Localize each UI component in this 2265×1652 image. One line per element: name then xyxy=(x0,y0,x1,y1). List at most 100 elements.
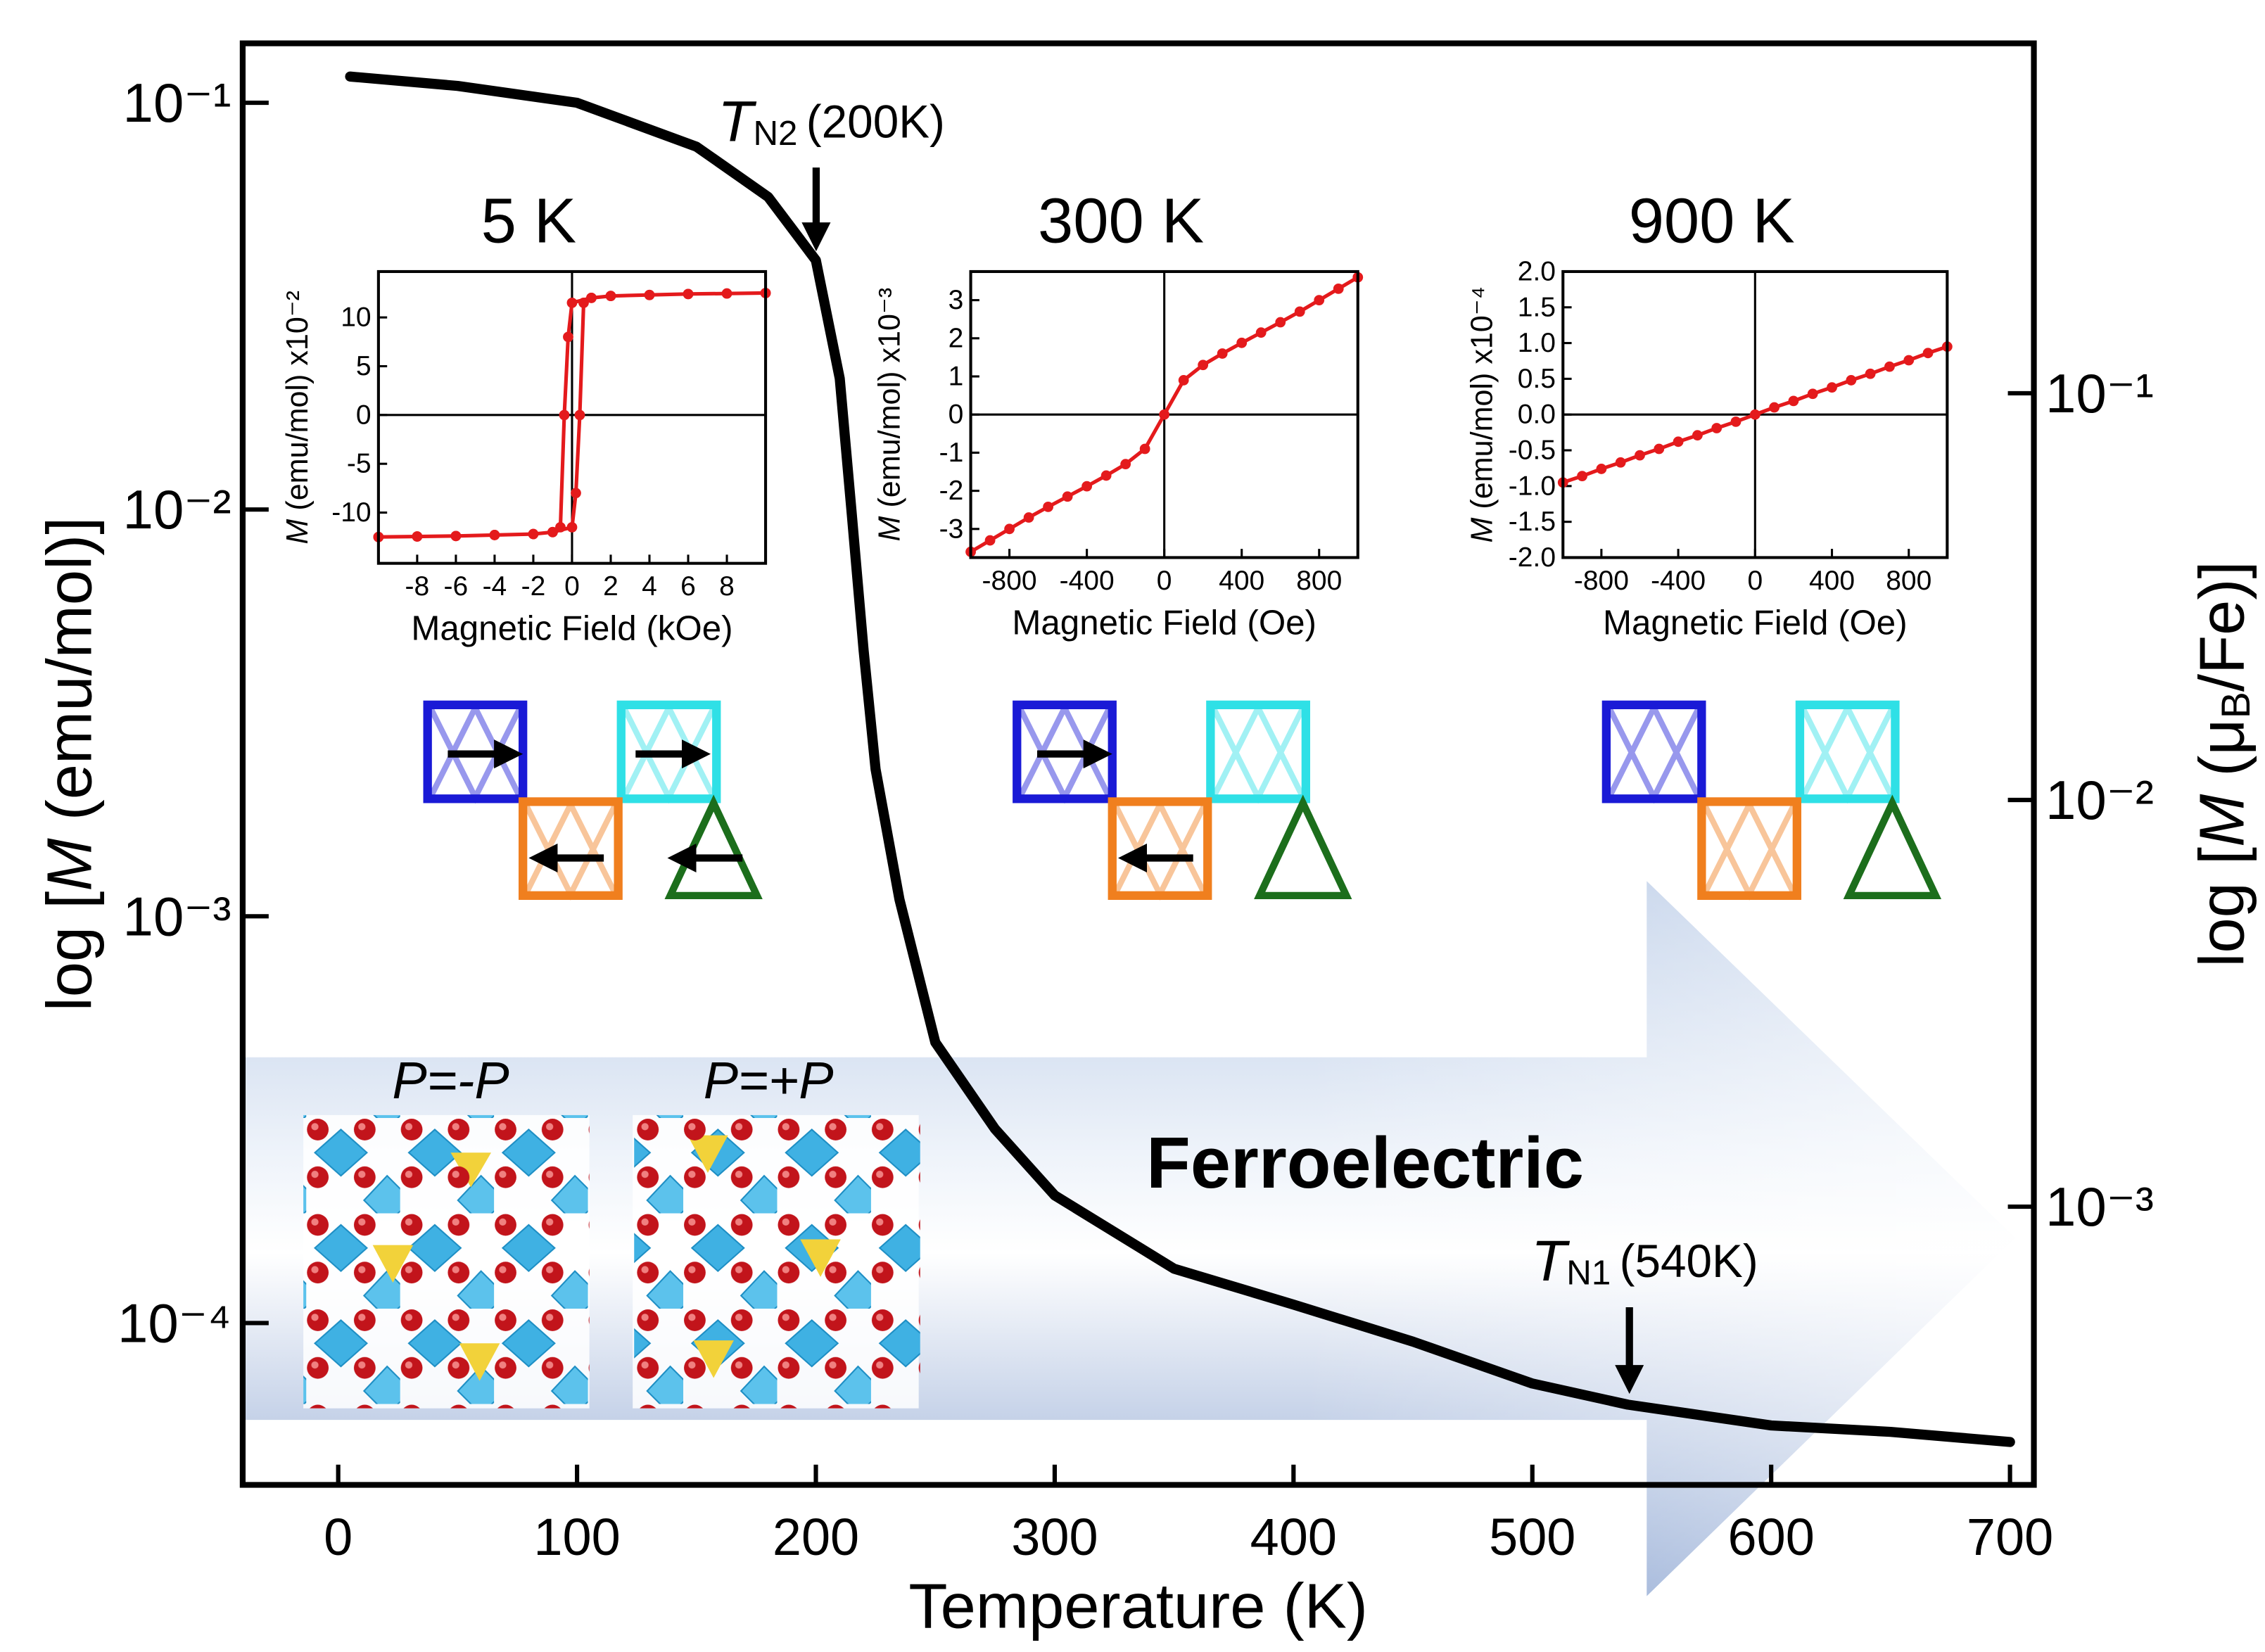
data-point xyxy=(1711,423,1722,433)
y-tick-label: 0 xyxy=(948,400,964,430)
y-axis-label-part: log [ xyxy=(34,891,105,1012)
y-tick-label: -1.5 xyxy=(1509,507,1556,537)
data-point xyxy=(1120,459,1131,469)
data-point xyxy=(1789,396,1799,407)
x-tick-label: -800 xyxy=(982,566,1037,596)
data-point xyxy=(1333,284,1344,294)
data-point xyxy=(1295,306,1305,317)
data-point xyxy=(722,288,732,299)
x-tick-label: 8 xyxy=(719,571,735,602)
spin-structure xyxy=(428,705,757,896)
inset-x-label: Magnetic Field (kOe) xyxy=(411,609,732,648)
x-tick-label: -800 xyxy=(1574,566,1629,596)
y-tick-label: -1 xyxy=(939,438,964,468)
data-point xyxy=(606,291,616,301)
y2-axis-label-part: log [ xyxy=(2186,847,2257,967)
page: Ferroelectric P=-P P=+P xyxy=(0,0,2265,1652)
data-point xyxy=(1654,444,1664,455)
data-point xyxy=(1275,317,1286,328)
x-tick-label: 800 xyxy=(1296,566,1342,596)
y-tick-label: 10⁻¹ xyxy=(123,72,231,134)
y-tick-label: 0.0 xyxy=(1518,400,1556,430)
data-point xyxy=(985,535,996,546)
x-tick-label: 4 xyxy=(642,571,657,602)
data-point xyxy=(1827,382,1837,393)
data-point xyxy=(1692,430,1703,440)
inset-y-label: M (emu/mol) x10⁻³ xyxy=(873,288,907,542)
spin-structure xyxy=(1606,705,1936,896)
annotation-subscript: N1 xyxy=(1566,1253,1611,1292)
y-tick-label: 1.5 xyxy=(1518,292,1556,322)
inset-title: 300 K xyxy=(1038,186,1204,257)
x-tick-label: 500 xyxy=(1489,1508,1575,1566)
y2-axis-label-part: (μ xyxy=(2186,718,2257,794)
data-point xyxy=(1577,471,1587,481)
crystal-structure xyxy=(633,1115,920,1409)
data-point xyxy=(1865,369,1876,379)
x-tick-label: -400 xyxy=(1651,566,1706,596)
data-point xyxy=(1808,388,1818,399)
inset-y-label-part: M xyxy=(1465,518,1499,543)
y-tick-label: 3 xyxy=(948,285,964,315)
data-point xyxy=(1750,409,1760,420)
annotation-text: (540K) xyxy=(1620,1235,1758,1287)
y2-tick-label: 10⁻³ xyxy=(2045,1176,2154,1238)
x-tick-label: 600 xyxy=(1728,1508,1815,1566)
y-tick-label: 0.5 xyxy=(1518,364,1556,394)
x-tick-label: 300 xyxy=(1011,1508,1098,1566)
data-point xyxy=(1217,348,1228,359)
data-point xyxy=(1884,362,1895,372)
data-point xyxy=(528,529,539,540)
y-tick-label: -5 xyxy=(347,449,372,479)
data-point xyxy=(1616,457,1626,468)
y2-axis-label-part: M xyxy=(2186,794,2257,847)
y-axis-label-part: (emu/mol)] xyxy=(34,517,105,839)
data-point xyxy=(1062,491,1073,502)
data-point xyxy=(1731,417,1741,427)
x-tick-label: 100 xyxy=(533,1508,620,1566)
data-point xyxy=(575,409,585,420)
inset-x-label: Magnetic Field (Oe) xyxy=(1012,603,1317,642)
inset-y-label-part: (emu/mol) x10⁻² xyxy=(281,291,315,519)
x-tick-label: 400 xyxy=(1219,566,1264,596)
data-point xyxy=(571,488,581,498)
inset-y-label-part: M xyxy=(281,519,315,545)
data-point xyxy=(1256,327,1267,338)
y-tick-label: -1.0 xyxy=(1509,471,1556,501)
crystal-structure xyxy=(303,1115,589,1409)
data-point xyxy=(1903,355,1914,366)
y-tick-label: 1.0 xyxy=(1518,328,1556,358)
y2-axis-label-part: /Fe)] xyxy=(2186,561,2257,692)
y-tick-label: 5 xyxy=(356,351,372,381)
x-tick-label: -400 xyxy=(1060,566,1115,596)
x-tick-label: 200 xyxy=(773,1508,859,1566)
y-tick-label: 10⁻³ xyxy=(123,885,231,947)
data-point xyxy=(1635,450,1645,461)
data-point xyxy=(1004,523,1015,534)
inset-y-label: M (emu/mol) x10⁻² xyxy=(281,291,315,545)
data-point xyxy=(1769,402,1779,413)
figure: Ferroelectric P=-P P=+P xyxy=(0,0,2265,1652)
y-tick-label: -2.0 xyxy=(1509,542,1556,573)
inset-y-label-part: (emu/mol) x10⁻³ xyxy=(873,288,907,516)
data-point xyxy=(563,331,573,342)
y-axis-label: log [M (emu/mol)] xyxy=(34,517,105,1012)
annotation-symbol: T xyxy=(1531,1229,1570,1293)
x-tick-label: -6 xyxy=(444,571,469,602)
y-tick-label: -3 xyxy=(939,514,964,544)
x-tick-label: 0 xyxy=(324,1508,353,1566)
inset-y-label-part: M xyxy=(873,516,907,541)
data-point xyxy=(645,290,655,300)
data-point xyxy=(1140,444,1150,455)
data-point xyxy=(1179,375,1189,386)
y2-axis-label-part: B xyxy=(2214,692,2259,718)
x-tick-label: 700 xyxy=(1967,1508,2053,1566)
x-tick-label: 0 xyxy=(1157,566,1172,596)
y-tick-label: -10 xyxy=(331,497,371,528)
data-point xyxy=(1923,348,1934,358)
inset-y-label: M (emu/mol) x10⁻⁴ xyxy=(1465,286,1499,543)
inset-x-label: Magnetic Field (Oe) xyxy=(1603,603,1908,642)
data-point xyxy=(1024,512,1034,523)
inset-title: 900 K xyxy=(1629,186,1795,257)
y-tick-label: 0 xyxy=(356,400,372,430)
